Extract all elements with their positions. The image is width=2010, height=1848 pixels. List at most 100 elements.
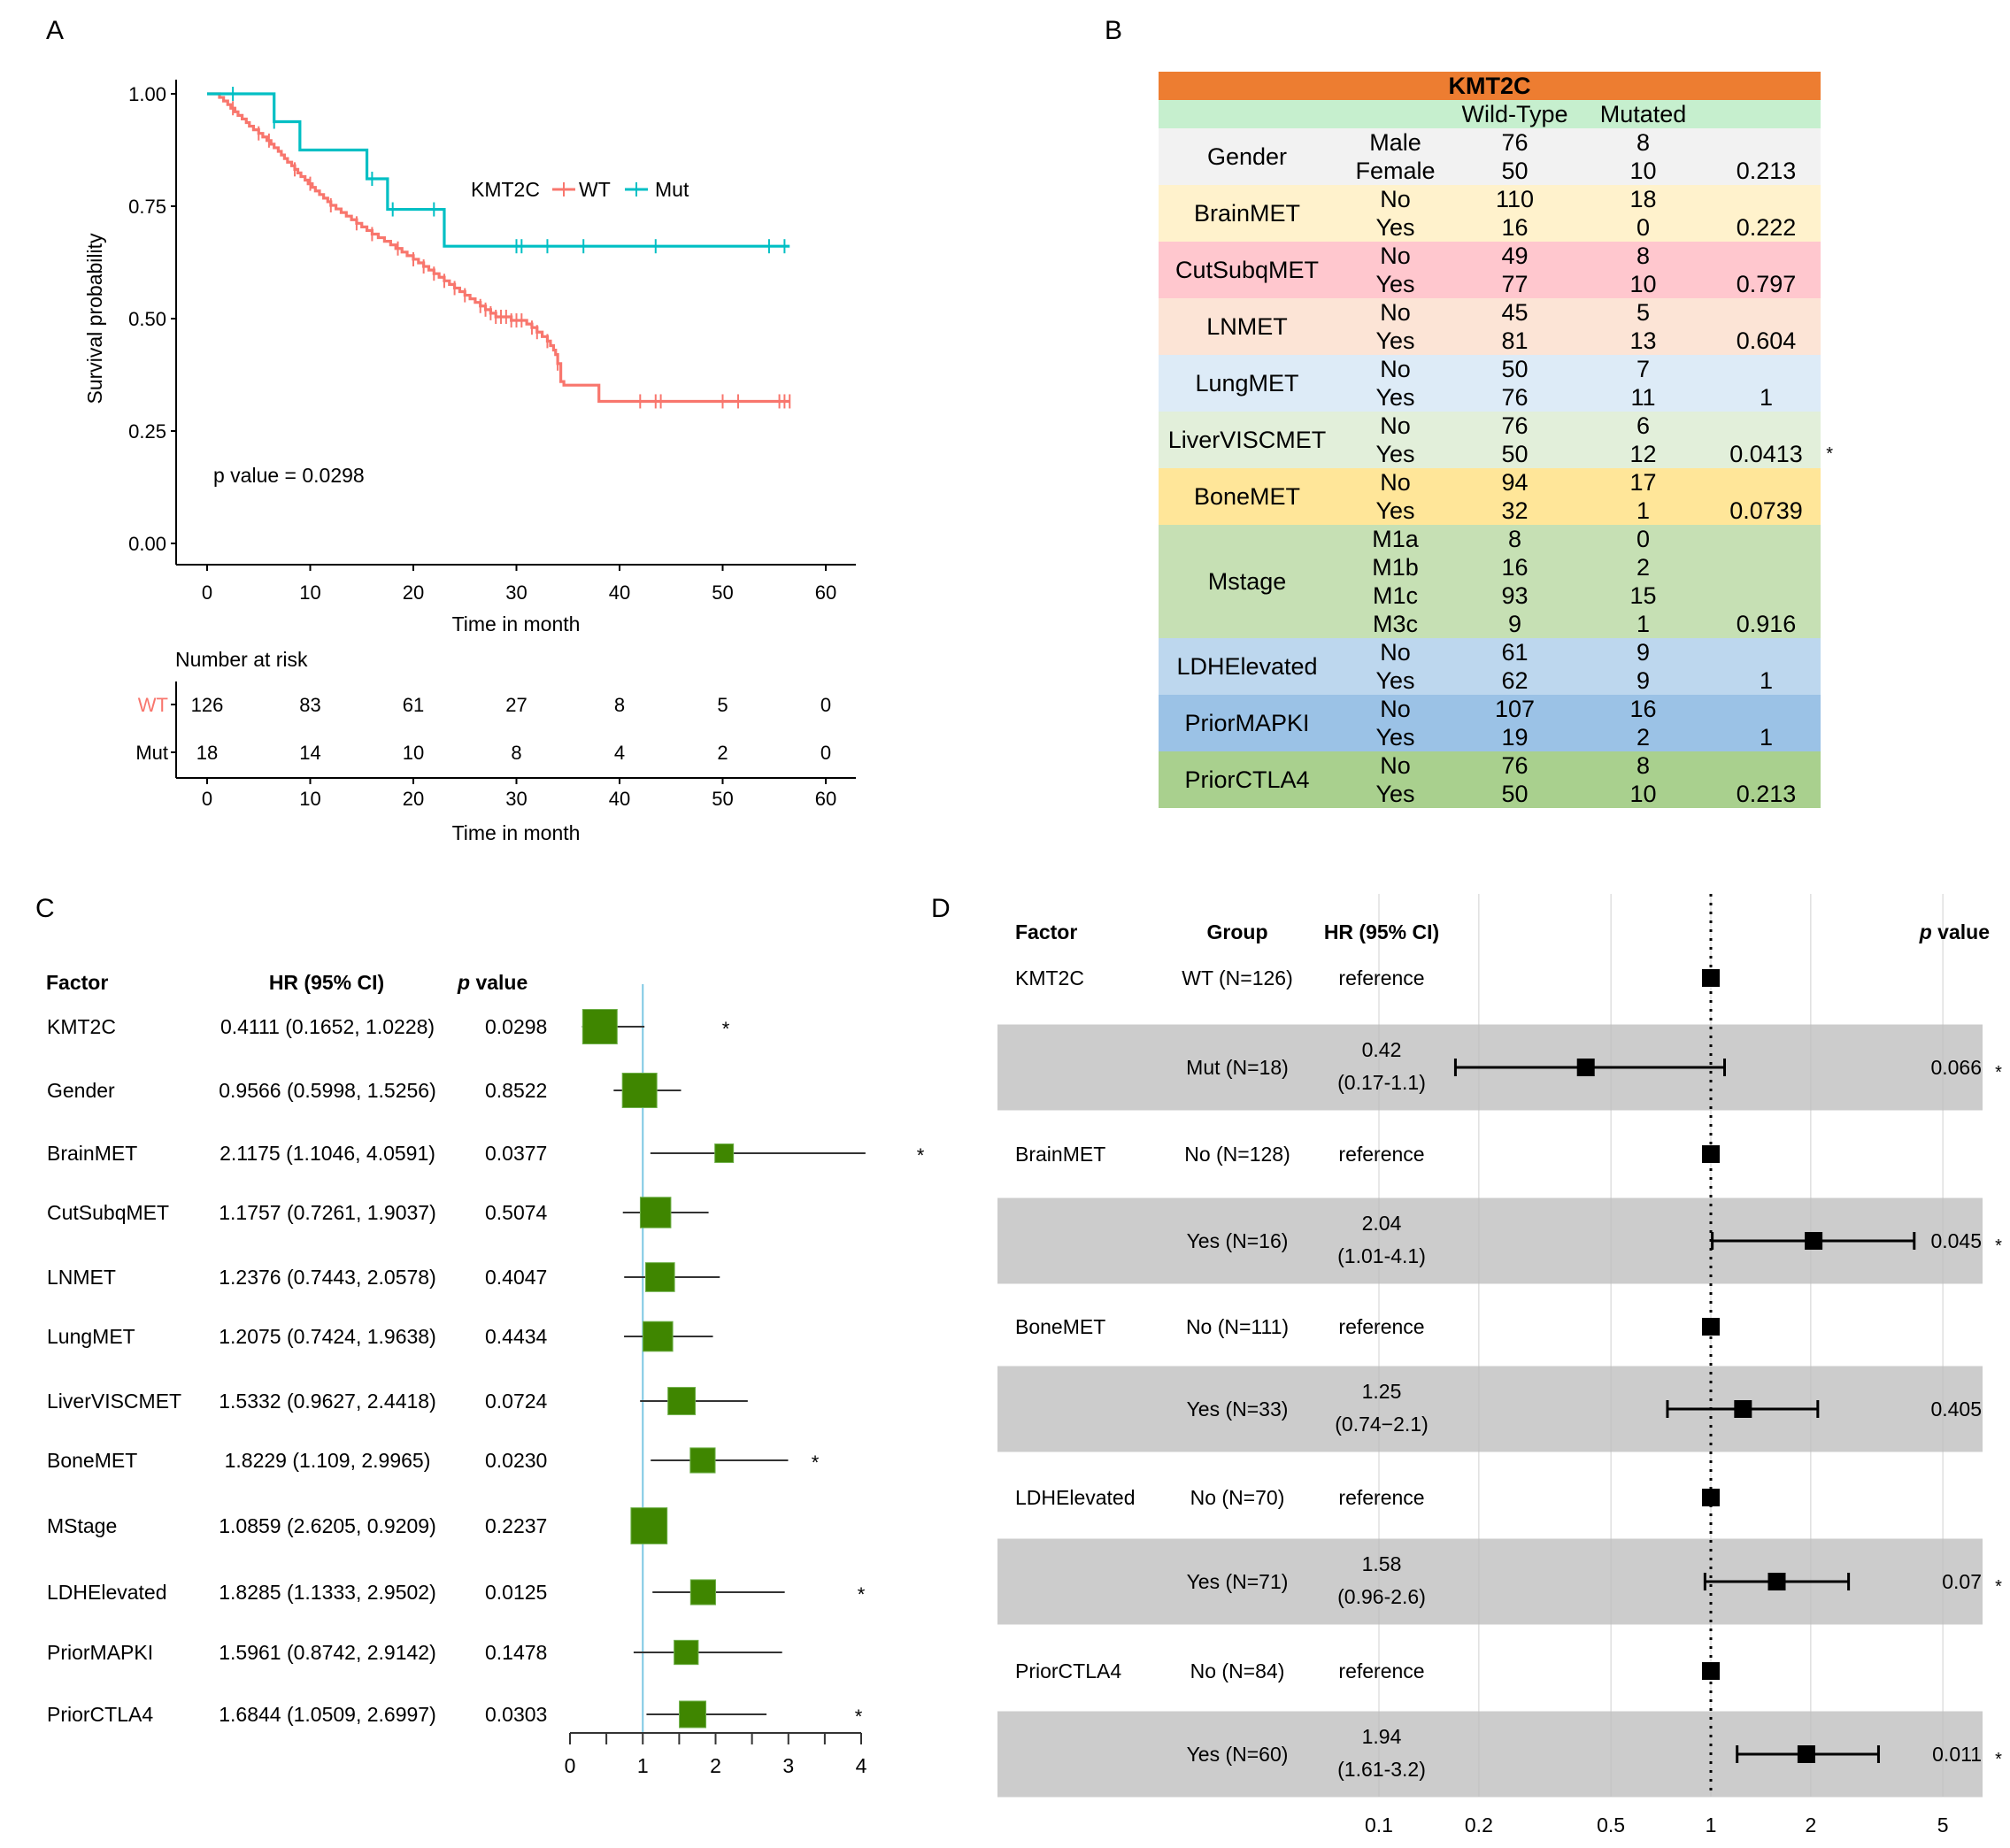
risk-cell: 27 bbox=[505, 694, 527, 716]
header-factor bbox=[1159, 100, 1336, 128]
table-wild-type-cell: 77 bbox=[1501, 271, 1529, 297]
table-p-value-cell bbox=[1712, 468, 1821, 497]
table-mutated-cell: 10 bbox=[1629, 271, 1657, 297]
c-row-factor: Gender bbox=[47, 1079, 115, 1102]
c-row-p: 0.0377 bbox=[485, 1142, 547, 1165]
table-level-cell: Yes bbox=[1375, 781, 1415, 807]
table-wild-type-cell: 81 bbox=[1501, 327, 1529, 354]
table-p-value-cell: 1 bbox=[1759, 384, 1774, 411]
table-row: LDHElevated No 61 9 bbox=[1159, 638, 1821, 680]
table-wild-type-cell: 16 bbox=[1501, 554, 1529, 581]
table-wild-type-cell: 107 bbox=[1494, 696, 1536, 722]
table-factor-cell: PriorMAPKI bbox=[1184, 710, 1310, 736]
risk-x-tick-label: 40 bbox=[609, 788, 630, 810]
risk-x-tick-label: 0 bbox=[202, 788, 212, 810]
d-hr-box bbox=[1702, 1489, 1720, 1506]
panel-label-b: B bbox=[1105, 16, 1123, 45]
d-significance-star: * bbox=[1995, 1236, 2002, 1256]
d-significance-star: * bbox=[1995, 1577, 2002, 1597]
table-level-cell: Female bbox=[1355, 158, 1436, 184]
table-p-value-cell: 1 bbox=[1759, 667, 1774, 694]
header-level bbox=[1336, 100, 1455, 128]
km-legend-title: KMT2C bbox=[471, 178, 540, 201]
table-p-value-cell: 0.213 bbox=[1736, 781, 1797, 807]
table-row: BrainMET No 110 18 bbox=[1159, 185, 1821, 227]
d-row-group: WT (N=126) bbox=[1182, 966, 1292, 989]
forest-plot-univariate: Factor HR (95% CI) p value KMT2C 0.4111 (… bbox=[46, 971, 925, 1777]
table-p-value-cell bbox=[1712, 185, 1821, 213]
table-wild-type-cell: 50 bbox=[1501, 441, 1529, 467]
table-wild-type-cell: 76 bbox=[1501, 412, 1529, 439]
c-significance-star: * bbox=[722, 1018, 730, 1040]
d-row-p: 0.405 bbox=[1930, 1398, 1982, 1421]
c-row-p: 0.5074 bbox=[485, 1201, 548, 1224]
table-wild-type-cell: 49 bbox=[1501, 243, 1529, 269]
c-significance-star: * bbox=[812, 1451, 820, 1474]
d-row-hr: 1.25 bbox=[1362, 1380, 1402, 1403]
table-level-cell: No bbox=[1380, 412, 1411, 439]
c-row-p: 0.0230 bbox=[485, 1449, 547, 1472]
table-factor-cell: LungMET bbox=[1195, 370, 1299, 397]
c-row-factor: BrainMET bbox=[47, 1142, 137, 1165]
c-row-factor: BoneMET bbox=[47, 1449, 137, 1472]
c-hr-box bbox=[679, 1700, 707, 1729]
table-p-value-cell: 0.222 bbox=[1736, 214, 1797, 241]
c-row-factor: LiverVISCMET bbox=[47, 1390, 181, 1413]
km-y-axis-label: Survival probability bbox=[83, 233, 106, 404]
risk-cell: 10 bbox=[403, 742, 424, 764]
km-x-tick-label: 40 bbox=[609, 581, 630, 604]
d-row-factor: BrainMET bbox=[1015, 1143, 1105, 1166]
table-level-cell: No bbox=[1380, 639, 1411, 666]
table-factor-cell: LiverVISCMET bbox=[1167, 427, 1327, 453]
table-p-value-cell: 0.916 bbox=[1736, 611, 1797, 637]
table-wild-type-cell: 8 bbox=[1507, 526, 1522, 552]
d-row-group: Yes (N=33) bbox=[1187, 1398, 1289, 1421]
c-hr-box bbox=[667, 1387, 697, 1415]
d-row-group: No (N=128) bbox=[1184, 1143, 1290, 1166]
risk-cell: 8 bbox=[511, 742, 521, 764]
c-row-hr: 1.5961 (0.8742, 2.9142) bbox=[219, 1641, 436, 1664]
km-y-tick-label: 0.25 bbox=[128, 420, 166, 443]
table-wild-type-cell: 50 bbox=[1501, 781, 1529, 807]
table-factor-cell: CutSubqMET bbox=[1174, 257, 1320, 283]
d-row-factor: LDHElevated bbox=[1015, 1486, 1136, 1509]
table-level-cell: Yes bbox=[1375, 724, 1415, 751]
d-row-factor: PriorCTLA4 bbox=[1015, 1659, 1121, 1682]
table-row: Yes 50 12 0.0413 * bbox=[1159, 440, 1833, 468]
table-factor-cell: BoneMET bbox=[1193, 483, 1301, 510]
kmt2c-contingency-table: KMT2C Wild-Type Mutated Gender Male 76 8 Fem… bbox=[1159, 72, 1833, 808]
c-row-p: 0.0298 bbox=[485, 1015, 547, 1038]
d-hr-box bbox=[1797, 1745, 1815, 1763]
table-p-value-cell bbox=[1712, 581, 1821, 610]
table-mutated-cell: 13 bbox=[1629, 327, 1657, 354]
km-survival-chart: 0.000.250.500.751.000 10 20 30 40 50 60 Surviv… bbox=[83, 80, 856, 844]
table-wild-type-cell: 76 bbox=[1501, 752, 1529, 779]
d-hr-box bbox=[1702, 969, 1720, 987]
table-wild-type-cell: 19 bbox=[1501, 724, 1529, 751]
d-x-tick-label: 1 bbox=[1706, 1813, 1717, 1836]
d-row-ci: (0.74−2.1) bbox=[1335, 1413, 1429, 1436]
d-row-group: Yes (N=71) bbox=[1187, 1570, 1289, 1593]
risk-x-tick-label: 30 bbox=[505, 788, 527, 810]
c-row-hr: 1.8285 (1.1333, 2.9502) bbox=[219, 1581, 436, 1604]
table-level-cell: Yes bbox=[1375, 271, 1415, 297]
c-significance-star: * bbox=[917, 1144, 925, 1167]
table-factor-cell: LDHElevated bbox=[1176, 653, 1318, 680]
d-rows: KMT2C WT (N=126) reference Mut (N=18) 0.42 (0… bbox=[1015, 966, 2002, 1781]
table-level-cell: No bbox=[1380, 356, 1411, 382]
c-row-hr: 0.9566 (0.5998, 1.5256) bbox=[219, 1079, 436, 1102]
c-row-factor: LungMET bbox=[47, 1325, 135, 1348]
d-row-group: Yes (N=16) bbox=[1187, 1229, 1289, 1252]
c-row-factor: CutSubqMET bbox=[47, 1201, 169, 1224]
km-y-tick-label: 1.00 bbox=[128, 83, 166, 105]
d-row-p: 0.066 bbox=[1930, 1056, 1982, 1079]
risk-table-title: Number at risk bbox=[175, 648, 308, 671]
km-x-tick-label: 20 bbox=[403, 581, 424, 604]
d-row-factor: BoneMET bbox=[1015, 1315, 1105, 1338]
d-row-hr: 2.04 bbox=[1362, 1212, 1402, 1235]
table-wild-type-cell: 16 bbox=[1501, 214, 1529, 241]
table-mutated-cell: 10 bbox=[1629, 781, 1657, 807]
c-header-p-italic: p bbox=[457, 971, 470, 994]
table-mutated-cell: 7 bbox=[1636, 356, 1651, 382]
